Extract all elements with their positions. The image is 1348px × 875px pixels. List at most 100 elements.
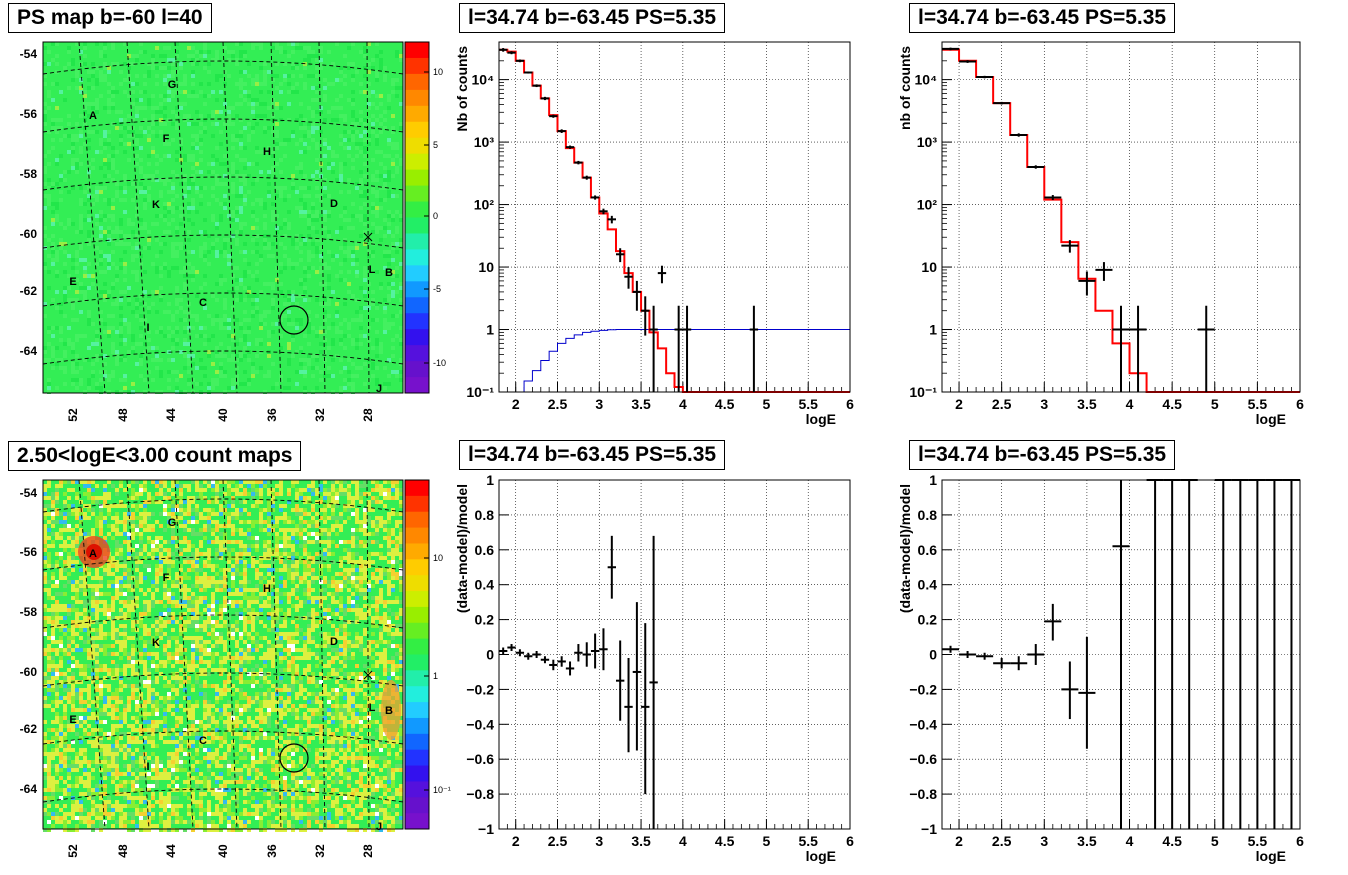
- map-pixel: [187, 262, 191, 266]
- map-pixel: [151, 624, 155, 628]
- map-pixel: [251, 608, 255, 612]
- map-pixel: [399, 218, 403, 222]
- map-pixel: [343, 146, 347, 150]
- map-pixel: [199, 544, 203, 548]
- map-pixel: [287, 322, 291, 326]
- map-pixel: [271, 322, 275, 326]
- map-pixel: [43, 346, 47, 350]
- map-pixel: [183, 664, 187, 668]
- map-pixel: [315, 520, 319, 524]
- map-pixel: [183, 286, 187, 290]
- map-pixel: [275, 616, 279, 620]
- map-pixel: [259, 258, 263, 262]
- map-pixel: [111, 524, 115, 528]
- map-pixel: [311, 122, 315, 126]
- map-pixel: [103, 520, 107, 524]
- map-pixel: [399, 282, 403, 286]
- map-pixel: [367, 608, 371, 612]
- map-pixel: [207, 484, 211, 488]
- map-pixel: [235, 354, 239, 358]
- map-pixel: [375, 596, 379, 600]
- map-pixel: [151, 600, 155, 604]
- map-pixel: [323, 588, 327, 592]
- map-pixel: [75, 70, 79, 74]
- map-pixel: [63, 242, 67, 246]
- map-pixel: [51, 334, 55, 338]
- map-pixel: [187, 54, 191, 58]
- map-pixel: [103, 484, 107, 488]
- map-pixel: [347, 62, 351, 66]
- map-pixel: [347, 632, 351, 636]
- map-pixel: [183, 588, 187, 592]
- map-pixel: [159, 480, 163, 484]
- map-pixel: [195, 560, 199, 564]
- map-pixel: [287, 74, 291, 78]
- map-pixel: [259, 202, 263, 206]
- map-pixel: [399, 238, 403, 242]
- map-pixel: [51, 628, 55, 632]
- map-pixel: [107, 254, 111, 258]
- map-pixel: [295, 552, 299, 556]
- map-pixel: [307, 258, 311, 262]
- map-pixel: [375, 576, 379, 580]
- map-pixel: [331, 488, 335, 492]
- map-pixel: [71, 146, 75, 150]
- map-pixel: [151, 596, 155, 600]
- map-pixel: [87, 628, 91, 632]
- map-pixel: [71, 138, 75, 142]
- map-pixel: [123, 186, 127, 190]
- map-pixel: [255, 492, 259, 496]
- map-pixel: [311, 130, 315, 134]
- map-pixel: [107, 512, 111, 516]
- map-pixel: [139, 516, 143, 520]
- map-pixel: [255, 122, 259, 126]
- map-pixel: [399, 378, 403, 382]
- map-pixel: [227, 114, 231, 118]
- map-pixel: [87, 170, 91, 174]
- map-pixel: [359, 306, 363, 310]
- map-pixel: [247, 644, 251, 648]
- map-pixel: [127, 222, 131, 226]
- map-pixel: [159, 568, 163, 572]
- map-pixel: [43, 488, 47, 492]
- map-pixel: [115, 492, 119, 496]
- map-pixel: [371, 632, 375, 636]
- map-pixel: [175, 648, 179, 652]
- map-pixel: [107, 242, 111, 246]
- map-pixel: [123, 584, 127, 588]
- map-pixel: [211, 110, 215, 114]
- map-pixel: [143, 544, 147, 548]
- map-pixel: [55, 520, 59, 524]
- map-pixel: [315, 612, 319, 616]
- map-pixel: [191, 600, 195, 604]
- map-pixel: [319, 254, 323, 258]
- map-pixel: [59, 520, 63, 524]
- map-pixel: [243, 270, 247, 274]
- map-pixel: [71, 544, 75, 548]
- map-pixel: [255, 150, 259, 154]
- map-pixel: [227, 636, 231, 640]
- map-pixel: [327, 230, 331, 234]
- map-pixel: [103, 322, 107, 326]
- map-pixel: [315, 500, 319, 504]
- map-pixel: [347, 640, 351, 644]
- map-pixel: [59, 302, 63, 306]
- map-pixel: [151, 584, 155, 588]
- map-pixel: [395, 644, 399, 648]
- map-pixel: [199, 512, 203, 516]
- map-pixel: [263, 78, 267, 82]
- map-pixel: [239, 492, 243, 496]
- map-pixel: [167, 644, 171, 648]
- map-pixel: [155, 584, 159, 588]
- map-pixel: [379, 576, 383, 580]
- map-pixel: [207, 338, 211, 342]
- map-pixel: [55, 218, 59, 222]
- map-pixel: [131, 480, 135, 484]
- map-pixel: [275, 636, 279, 640]
- map-pixel: [207, 548, 211, 552]
- map-pixel: [171, 246, 175, 250]
- map-pixel: [271, 628, 275, 632]
- map-pixel: [103, 106, 107, 110]
- map-pixel: [159, 664, 163, 668]
- map-pixel: [311, 624, 315, 628]
